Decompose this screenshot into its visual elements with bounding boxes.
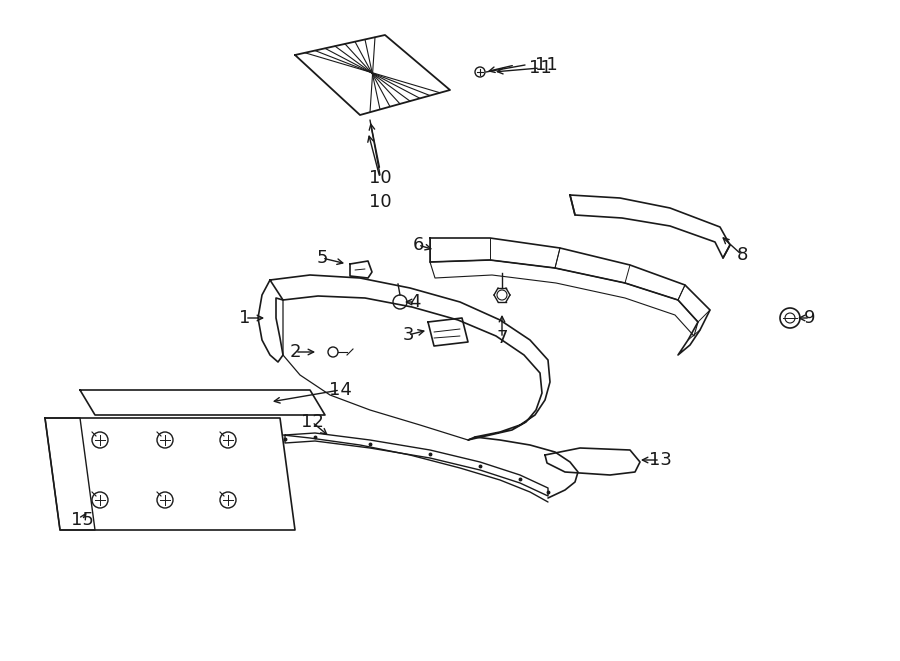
Text: 7: 7 [496, 329, 508, 347]
Text: 1: 1 [239, 309, 251, 327]
Text: 5: 5 [316, 249, 328, 267]
Text: 14: 14 [328, 381, 351, 399]
Text: 10: 10 [369, 193, 392, 211]
Text: 4: 4 [410, 293, 421, 311]
Text: 9: 9 [805, 309, 815, 327]
Text: 15: 15 [70, 511, 94, 529]
Text: 6: 6 [412, 236, 424, 254]
Text: 12: 12 [301, 413, 323, 431]
Text: 10: 10 [369, 169, 392, 187]
Text: 3: 3 [402, 326, 414, 344]
Text: 13: 13 [649, 451, 671, 469]
Text: 8: 8 [736, 246, 748, 264]
Text: 11: 11 [535, 56, 558, 74]
Text: 2: 2 [289, 343, 301, 361]
Text: 11: 11 [528, 59, 552, 77]
